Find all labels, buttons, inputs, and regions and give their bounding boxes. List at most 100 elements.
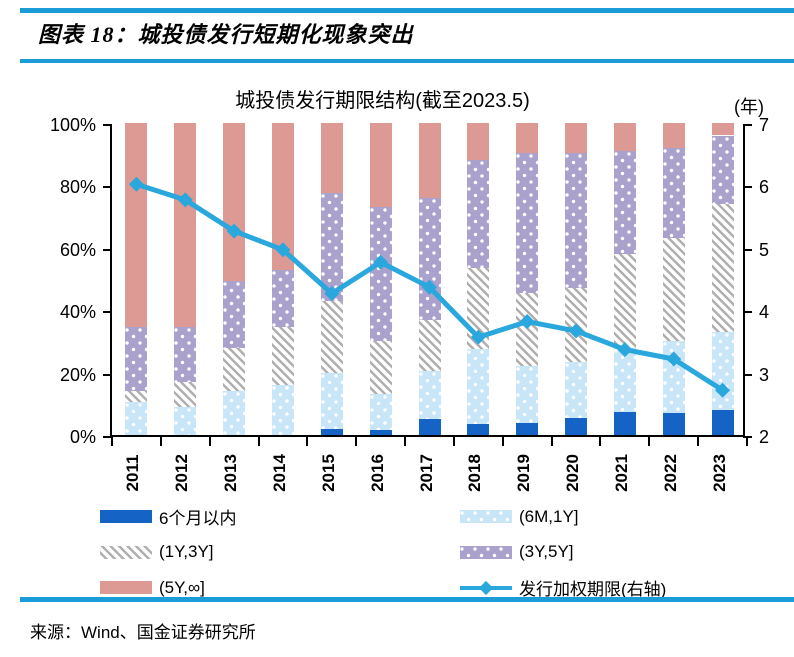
line-marker-2019 — [519, 314, 535, 330]
left-axis-tick — [103, 311, 112, 314]
bar-segment-2017-(5Y,∞] — [418, 123, 441, 198]
x-axis-label-2017: 2017 — [416, 454, 436, 492]
line-marker-2021 — [617, 342, 633, 358]
plot-area — [103, 123, 752, 446]
bar-segment-2019-(6M,1Y] — [516, 366, 539, 423]
legend-item-(1Y,3Y]: (1Y,3Y] — [100, 542, 460, 562]
bar-segment-2012-(1Y,3Y] — [174, 381, 197, 407]
bar-segment-2020-(5Y,∞] — [565, 123, 588, 153]
chart-legend: 6个月以内 (6M,1Y] (1Y,3Y] (3Y,5Y] (5Y,∞] 发行加权期限(右… — [100, 504, 730, 600]
legend-item-发行加权期限(右轴): 发行加权期限(右轴) — [460, 575, 730, 600]
left-axis-label-80%: 80% — [59, 177, 96, 198]
bar-segment-2015-(5Y,∞] — [320, 123, 343, 194]
line-marker-2014 — [275, 242, 291, 258]
legend-label: (6M,1Y] — [519, 506, 579, 526]
legend-swatch-hatch — [100, 545, 152, 559]
left-axis-label-20%: 20% — [59, 364, 96, 385]
bar-segment-2012-(3Y,5Y] — [174, 327, 197, 382]
weighted-maturity-line — [128, 176, 731, 398]
bar-segment-2014-(1Y,3Y] — [271, 327, 294, 386]
header-top-rule — [20, 8, 794, 13]
line-marker-2015 — [324, 285, 340, 301]
bar-segment-2018-6个月以内 — [467, 424, 490, 435]
legend-swatch-dots — [460, 510, 512, 523]
bar-segment-2022-(3Y,5Y] — [662, 147, 685, 239]
bar-segment-2018-(3Y,5Y] — [467, 160, 490, 269]
right-axis-tick — [743, 311, 752, 314]
bar-segment-2020-(6M,1Y] — [565, 361, 588, 418]
bar-segment-2023-(3Y,5Y] — [711, 135, 734, 205]
x-axis-label-2016: 2016 — [367, 454, 387, 492]
legend-swatch-solid — [100, 510, 152, 523]
bar-segment-2015-(6M,1Y] — [320, 372, 343, 429]
bar-segment-2012-(6M,1Y] — [174, 406, 197, 435]
bar-segment-2013-(3Y,5Y] — [223, 280, 246, 348]
bar-segment-2011-(6M,1Y] — [125, 402, 148, 435]
left-axis-tick — [103, 186, 112, 189]
bar-segment-2011-(5Y,∞] — [125, 123, 148, 328]
bar-segment-2023-(1Y,3Y] — [711, 204, 734, 333]
bar-segment-2023-6个月以内 — [711, 410, 734, 435]
bar-segment-2013-(1Y,3Y] — [223, 347, 246, 392]
bar-segment-2021-6个月以内 — [613, 411, 636, 435]
left-axis-label-60%: 60% — [59, 239, 96, 260]
x-axis-tick — [746, 437, 748, 446]
legend-item-(3Y,5Y]: (3Y,5Y] — [460, 542, 730, 562]
legend-label: (5Y,∞] — [159, 577, 205, 597]
bar-segment-2016-(1Y,3Y] — [369, 341, 392, 395]
x-axis-tick — [111, 437, 113, 446]
legend-item-6个月以内: 6个月以内 — [100, 504, 460, 529]
x-axis-label-2012: 2012 — [172, 454, 192, 492]
x-axis-label-2013: 2013 — [221, 454, 241, 492]
source-note: 来源：Wind、国金证券研究所 — [30, 623, 256, 642]
header-bottom-rule — [20, 59, 794, 63]
line-marker-2020 — [568, 323, 584, 339]
line-marker-2018 — [470, 329, 486, 345]
x-axis-tick — [159, 437, 162, 446]
bar-segment-2017-(1Y,3Y] — [418, 319, 441, 372]
legend-swatch-dots — [460, 545, 512, 559]
bar-segment-2017-(6M,1Y] — [418, 371, 441, 420]
x-axis-tick — [550, 437, 553, 446]
left-axis-tick — [103, 248, 112, 251]
line-marker-2011 — [128, 176, 144, 192]
x-axis-label-2021: 2021 — [611, 454, 631, 492]
legend-label: (1Y,3Y] — [159, 542, 214, 561]
line-marker-2013 — [226, 223, 242, 239]
bar-segment-2019-(5Y,∞] — [516, 123, 539, 153]
x-axis-label-2023: 2023 — [709, 454, 729, 492]
x-axis-label-2022: 2022 — [660, 454, 680, 492]
bar-segment-2023-(5Y,∞] — [711, 123, 734, 136]
bar-segment-2019-(1Y,3Y] — [516, 293, 539, 367]
bar-segment-2020-(3Y,5Y] — [565, 152, 588, 289]
bar-2015 — [320, 123, 343, 435]
line-marker-2022 — [666, 351, 682, 367]
left-axis-label-40%: 40% — [59, 302, 96, 323]
x-axis-label-2011: 2011 — [123, 454, 143, 492]
legend-item-(6M,1Y]: (6M,1Y] — [460, 504, 730, 529]
right-axis-tick — [743, 124, 752, 126]
bar-2018 — [467, 123, 490, 435]
x-axis-tick — [697, 437, 700, 446]
x-axis-tick — [208, 437, 211, 446]
bar-segment-2019-6个月以内 — [516, 422, 539, 435]
bar-segment-2014-(5Y,∞] — [271, 123, 294, 270]
x-axis-label-2014: 2014 — [269, 454, 289, 492]
bar-segment-2011-(1Y,3Y] — [125, 391, 148, 403]
left-axis-tick — [103, 373, 112, 376]
x-axis-tick — [599, 437, 602, 446]
bar-2012 — [174, 123, 197, 435]
x-axis-tick — [648, 437, 651, 446]
bar-segment-2021-(6M,1Y] — [613, 347, 636, 412]
right-axis-label-6: 6 — [759, 177, 770, 198]
bar-segment-2015-(3Y,5Y] — [320, 193, 343, 301]
bar-segment-2011-(3Y,5Y] — [125, 327, 148, 392]
bar-segment-2022-(5Y,∞] — [662, 123, 685, 148]
footer-rule — [20, 597, 794, 602]
bar-2011 — [125, 123, 148, 435]
bar-segment-2016-(6M,1Y] — [369, 394, 392, 431]
bar-segment-2022-6个月以内 — [662, 413, 685, 435]
x-axis-label-2018: 2018 — [465, 454, 485, 492]
legend-line-swatch — [460, 580, 512, 595]
